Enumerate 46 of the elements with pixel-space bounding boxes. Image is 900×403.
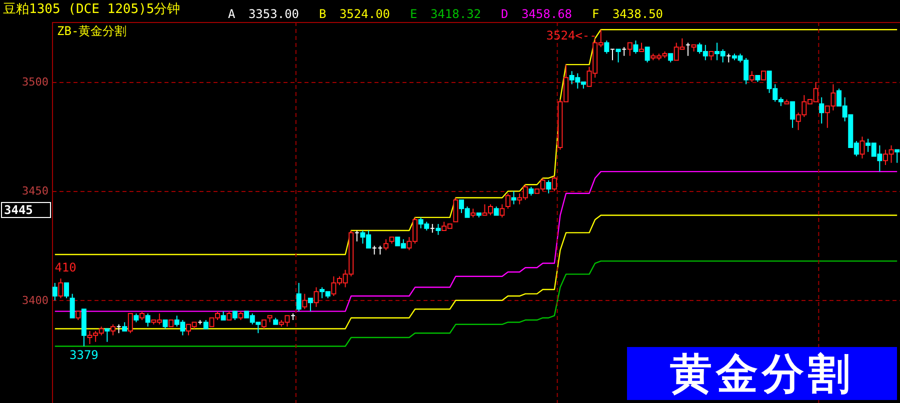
candlestick (145, 312, 150, 328)
candlestick (627, 42, 632, 56)
text: E 3418.32 (410, 7, 482, 21)
line-series (54, 260, 898, 347)
candlestick (296, 282, 302, 312)
candlestick (52, 282, 58, 301)
candlestick (860, 136, 865, 159)
annotation: 3379 (69, 348, 98, 362)
candlestick (302, 293, 308, 310)
candlestick (58, 278, 64, 299)
candlestick (314, 286, 319, 308)
candlestick (604, 40, 610, 54)
candlestick (552, 175, 557, 192)
annotation: 黄金分割 (627, 347, 897, 400)
text: 3445 (1, 202, 51, 218)
y-tick-label: 3450 (22, 184, 48, 198)
candlestick (128, 312, 133, 334)
candlestick (633, 40, 638, 54)
candlestick (616, 48, 621, 63)
candlestick (110, 324, 116, 336)
candlestick (749, 70, 754, 83)
y-tick-label: 3400 (22, 294, 48, 307)
candlestick (644, 46, 650, 63)
candlestick (500, 204, 505, 218)
annotation: 410 (54, 260, 76, 275)
candlestick (546, 180, 552, 194)
text: A 3353.00 (228, 7, 300, 21)
text: F 3438.50 (592, 7, 664, 21)
candlestick (104, 328, 110, 342)
candlestick (383, 238, 388, 251)
candlestick (453, 197, 458, 222)
candlestick (64, 282, 70, 299)
candlestick (790, 101, 796, 128)
candlestick (894, 149, 900, 164)
candlestick (505, 192, 510, 210)
chart-title: 豆粕1305 (DCE 1205)5分钟 (3, 2, 180, 17)
chart-subtitle: ZB-黄金分割 (57, 24, 127, 38)
candlestick (819, 96, 824, 124)
text: D 3458.68 (501, 7, 572, 21)
text: B 3524.00 (319, 7, 390, 21)
y-tick-label: 3500 (22, 76, 48, 89)
annotation: 3524<-- (546, 28, 597, 43)
candlestick (308, 298, 313, 312)
candlestick (70, 293, 75, 318)
candlestick (511, 190, 516, 205)
candlestick (436, 223, 441, 236)
